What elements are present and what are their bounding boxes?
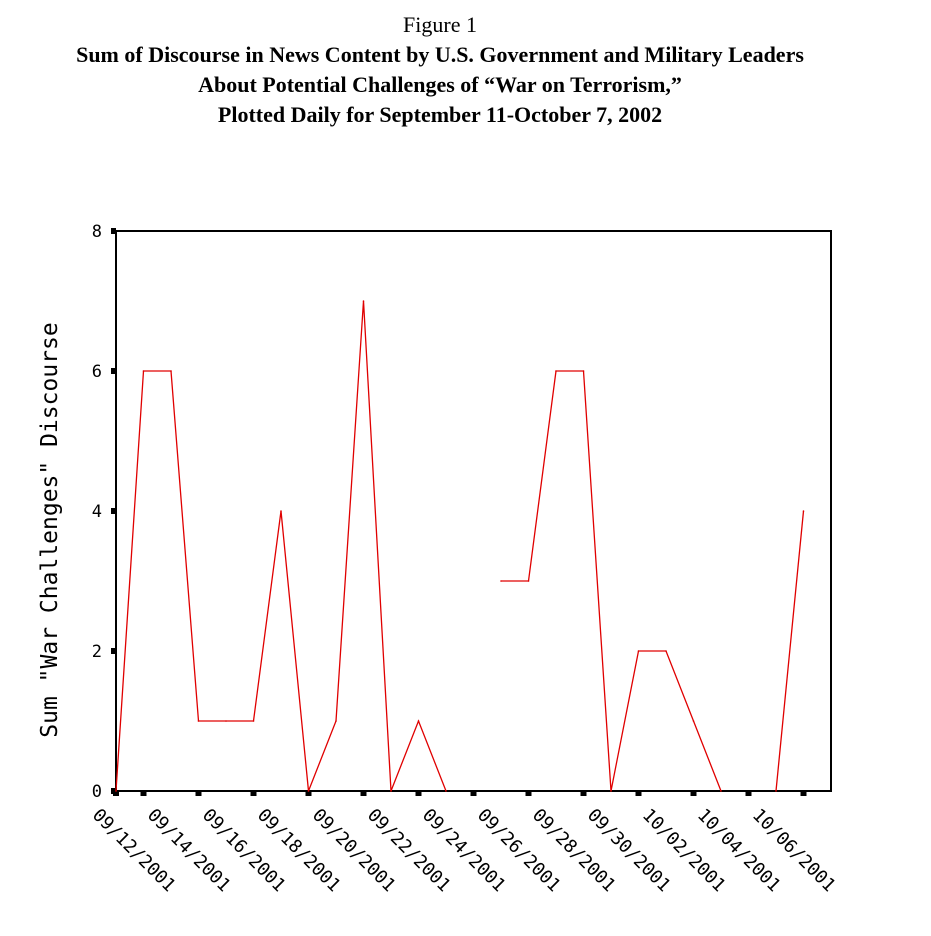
chart-title-line-2: About Potential Challenges of “War on Te… bbox=[198, 72, 682, 97]
data-point bbox=[610, 790, 612, 792]
data-point bbox=[417, 720, 420, 722]
chart-titles: Figure 1 Sum of Discourse in News Conten… bbox=[0, 10, 880, 130]
series-line bbox=[115, 300, 447, 792]
plot-frame bbox=[115, 230, 832, 792]
y-tick-label: 0 bbox=[92, 782, 102, 802]
x-tick-mark bbox=[250, 790, 257, 796]
x-tick-mark bbox=[525, 790, 532, 796]
y-tick-mark bbox=[111, 508, 116, 514]
data-point bbox=[582, 370, 585, 372]
data-point bbox=[390, 790, 392, 792]
data-point bbox=[335, 720, 337, 722]
y-tick-mark bbox=[111, 648, 116, 654]
data-point bbox=[252, 720, 255, 722]
chart-title-line-1: Sum of Discourse in News Content by U.S.… bbox=[76, 42, 804, 67]
data-point bbox=[527, 580, 530, 582]
series-line bbox=[775, 510, 805, 792]
x-tick-mark bbox=[800, 790, 807, 796]
x-tick-mark bbox=[195, 790, 202, 796]
data-point bbox=[115, 790, 117, 792]
data-point bbox=[197, 720, 200, 722]
data-point bbox=[555, 370, 557, 372]
y-tick-label: 2 bbox=[92, 642, 102, 662]
chart-title-line-3: Plotted Daily for September 11-October 7… bbox=[217, 102, 663, 127]
data-point bbox=[720, 790, 722, 792]
x-tick-mark bbox=[305, 790, 312, 796]
y-tick-label: 6 bbox=[92, 362, 102, 382]
data-point bbox=[775, 790, 777, 792]
x-tick-mark bbox=[690, 790, 697, 796]
y-tick-mark bbox=[111, 368, 116, 374]
series-line bbox=[501, 370, 722, 792]
data-point bbox=[802, 510, 805, 512]
data-point bbox=[362, 300, 365, 302]
x-tick-mark bbox=[113, 790, 119, 796]
data-point bbox=[637, 650, 640, 652]
data-point bbox=[225, 720, 227, 722]
data-point bbox=[142, 370, 145, 372]
data-point bbox=[280, 510, 282, 512]
data-point bbox=[307, 790, 310, 792]
x-tick-mark bbox=[635, 790, 642, 796]
y-tick-label: 8 bbox=[92, 222, 102, 242]
data-point bbox=[170, 370, 172, 372]
x-tick-mark bbox=[470, 790, 477, 796]
y-tick-label: 4 bbox=[92, 502, 102, 522]
figure-label: Figure 1 bbox=[403, 12, 477, 37]
x-tick-mark bbox=[140, 790, 147, 796]
x-tick-mark bbox=[360, 790, 367, 796]
x-tick-mark bbox=[580, 790, 587, 796]
data-point bbox=[445, 790, 447, 792]
data-point bbox=[500, 580, 502, 582]
x-tick-mark bbox=[415, 790, 422, 796]
data-point bbox=[692, 720, 695, 722]
y-axis-label: Sum "War Challenges" Discourse bbox=[37, 322, 63, 737]
data-point bbox=[665, 650, 667, 652]
y-tick-mark bbox=[111, 228, 116, 234]
x-tick-mark bbox=[745, 790, 752, 796]
